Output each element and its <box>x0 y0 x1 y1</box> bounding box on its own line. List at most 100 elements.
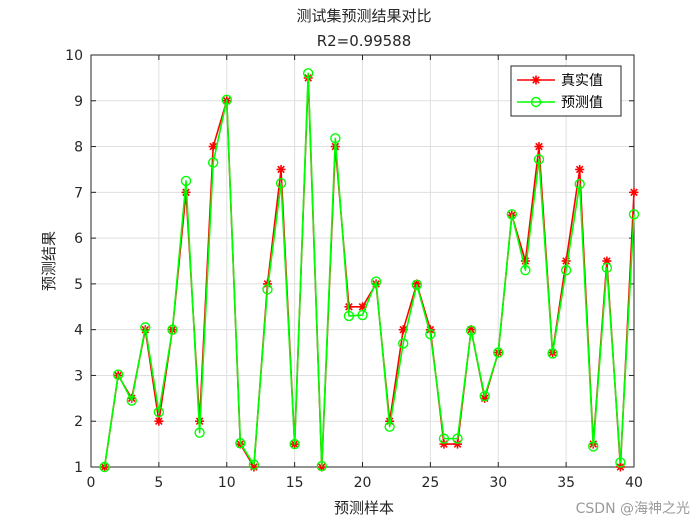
predicted-point <box>438 433 450 444</box>
predicted-point <box>303 68 314 79</box>
actual-point <box>575 164 585 174</box>
chart-subtitle: R2=0.99588 <box>317 32 412 50</box>
y-tick-label: 7 <box>74 185 83 201</box>
predicted-point <box>343 310 355 322</box>
y-axis-label: 预测结果 <box>40 231 58 291</box>
predicted-point <box>615 457 626 468</box>
predicted-point <box>289 438 300 450</box>
y-tick-label: 3 <box>74 368 83 384</box>
predicted-point <box>167 324 178 335</box>
predicted-point <box>275 177 287 189</box>
legend-label: 真实值 <box>561 73 603 89</box>
asterisk-stroke <box>440 440 448 448</box>
predicted-point <box>506 209 518 220</box>
watermark: CSDN @海神之光 <box>576 501 690 517</box>
actual-point <box>629 187 639 197</box>
y-tick-label: 2 <box>74 414 83 430</box>
legend-marker-circle <box>530 96 542 108</box>
x-tick-label: 15 <box>286 475 304 491</box>
predicted-point <box>153 406 165 418</box>
asterisk-stroke <box>155 417 163 426</box>
predicted-point <box>262 284 273 295</box>
x-tick-label: 30 <box>489 475 507 491</box>
predicted-point <box>112 369 124 380</box>
asterisk-stroke <box>100 463 109 471</box>
asterisk-stroke <box>575 165 584 174</box>
predicted-point <box>194 427 205 438</box>
predicted-point <box>560 264 572 276</box>
asterisk-stroke <box>412 280 421 288</box>
legend-label: 预测值 <box>561 95 603 111</box>
predicted-point <box>207 157 219 168</box>
asterisk-stroke <box>358 302 367 311</box>
legend-box <box>510 65 622 117</box>
predicted-point <box>221 94 232 106</box>
asterisk-stroke <box>277 165 285 174</box>
y-tick-label: 10 <box>65 48 83 64</box>
asterisk-stroke <box>317 463 326 471</box>
predicted-point <box>316 460 327 472</box>
predicted-point <box>465 325 477 336</box>
asterisk-stroke <box>399 325 408 334</box>
actual-point <box>453 439 463 449</box>
predicted-point <box>628 209 640 220</box>
y-tick-label: 6 <box>74 231 83 247</box>
axis-ticks: 0 5 10 15 20 25 30 35 40 1 2 3 4 5 6 7 8 9 10 <box>65 48 643 491</box>
x-tick-label: 35 <box>557 475 575 491</box>
x-tick-label: 20 <box>354 475 372 491</box>
predicted-point <box>493 347 504 358</box>
x-tick-label: 25 <box>421 475 439 491</box>
y-tick-label: 4 <box>74 323 83 339</box>
predicted-point <box>180 175 192 187</box>
series-predicted <box>99 68 640 473</box>
predicted-point <box>357 309 368 321</box>
x-tick-label: 10 <box>218 475 236 491</box>
actual-point <box>439 439 449 449</box>
asterisk-stroke <box>209 142 217 151</box>
y-tick-label: 8 <box>74 140 83 156</box>
predicted-point <box>533 154 545 165</box>
y-tick-label: 5 <box>74 277 83 293</box>
legend-marker-asterisk <box>531 75 541 85</box>
actual-point <box>100 462 110 472</box>
chart-title: 测试集预测结果对比 <box>296 7 431 25</box>
predicted-point <box>588 441 599 452</box>
x-tick-label: 5 <box>154 475 163 491</box>
x-tick-label: 0 <box>87 475 96 491</box>
actual-point <box>276 164 286 174</box>
predicted-point <box>452 433 463 444</box>
actual-point <box>534 142 544 152</box>
predicted-point <box>140 322 151 333</box>
actual-point <box>466 325 476 335</box>
x-tick-label: 40 <box>625 475 643 491</box>
predicted-point <box>248 459 260 470</box>
predicted-point <box>411 279 422 291</box>
y-tick-label: 9 <box>74 94 83 110</box>
predicted-point <box>601 262 613 274</box>
predicted-point <box>370 276 382 287</box>
actual-point <box>561 256 571 266</box>
predicted-point <box>384 421 395 432</box>
asterisk-stroke <box>467 325 475 334</box>
predicted-point <box>99 461 110 473</box>
asterisk-stroke <box>535 142 543 151</box>
predicted-point <box>520 264 531 276</box>
predicted-point <box>574 178 585 190</box>
asterisk-stroke <box>630 188 638 197</box>
predicted-point <box>547 348 558 359</box>
asterisk-stroke <box>532 76 540 84</box>
series-group <box>99 68 640 473</box>
predicted-point <box>398 338 409 349</box>
predicted-point <box>479 390 490 402</box>
y-tick-label: 1 <box>74 460 83 476</box>
series-predicted-line <box>103 72 635 468</box>
actual-point <box>154 416 164 426</box>
x-axis-label: 预测样本 <box>334 499 394 517</box>
predicted-point <box>126 395 137 406</box>
asterisk-stroke <box>453 440 462 448</box>
predicted-point <box>425 329 436 340</box>
predicted-point <box>330 133 341 144</box>
predicted-point <box>235 437 246 449</box>
